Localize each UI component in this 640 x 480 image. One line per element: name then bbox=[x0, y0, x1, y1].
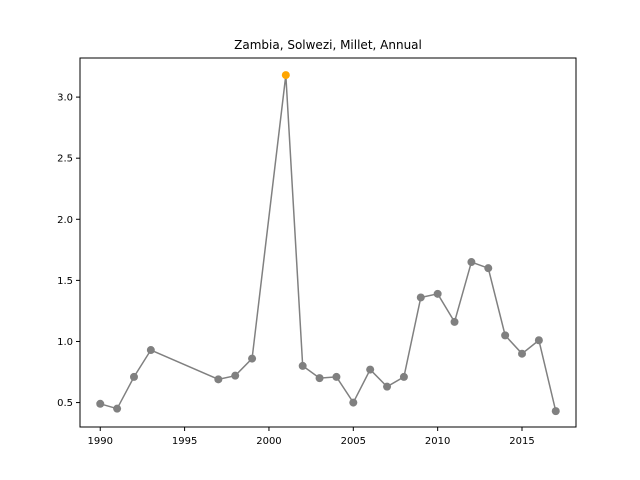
y-tick-label: 0.5 bbox=[57, 398, 73, 409]
y-tick-label: 1.0 bbox=[57, 337, 73, 348]
data-point bbox=[315, 374, 324, 383]
highlighted-data-point bbox=[281, 71, 290, 80]
y-tick-label: 3.0 bbox=[57, 93, 73, 104]
data-point bbox=[551, 407, 560, 416]
data-point bbox=[113, 404, 122, 413]
y-axis: 0.5 1.0 1.5 2.0 2.5 3.0 bbox=[57, 93, 80, 409]
data-point bbox=[484, 264, 493, 273]
y-tick-label: 2.5 bbox=[57, 154, 73, 165]
data-point bbox=[214, 375, 223, 384]
y-tick-label: 2.0 bbox=[57, 215, 73, 226]
data-point bbox=[129, 372, 138, 381]
y-tick-label: 1.5 bbox=[57, 276, 73, 287]
series-line bbox=[100, 75, 557, 412]
data-point bbox=[450, 317, 459, 326]
series-layer bbox=[96, 71, 560, 416]
chart-title: Zambia, Solwezi, Millet, Annual bbox=[234, 38, 422, 52]
data-point bbox=[467, 258, 476, 267]
x-axis: 1990 1995 2000 2005 2010 2015 bbox=[88, 427, 535, 447]
data-point bbox=[534, 336, 543, 345]
x-tick-label: 2010 bbox=[425, 436, 450, 447]
data-point bbox=[332, 372, 341, 381]
x-tick-label: 1995 bbox=[172, 436, 197, 447]
x-tick-label: 2015 bbox=[509, 436, 534, 447]
data-point bbox=[501, 331, 510, 340]
data-point bbox=[383, 382, 392, 391]
data-point bbox=[416, 293, 425, 302]
data-point bbox=[518, 349, 527, 358]
data-point bbox=[349, 398, 358, 407]
data-point bbox=[366, 365, 375, 374]
x-tick-label: 1990 bbox=[88, 436, 113, 447]
plot-area-frame bbox=[79, 57, 577, 428]
data-point bbox=[399, 372, 408, 381]
data-point bbox=[298, 361, 307, 370]
data-point bbox=[96, 399, 105, 408]
x-tick-label: 2000 bbox=[256, 436, 281, 447]
data-point bbox=[146, 346, 155, 355]
data-point bbox=[248, 354, 257, 363]
data-point bbox=[231, 371, 240, 380]
x-tick-label: 2005 bbox=[341, 436, 366, 447]
data-point bbox=[433, 289, 442, 298]
